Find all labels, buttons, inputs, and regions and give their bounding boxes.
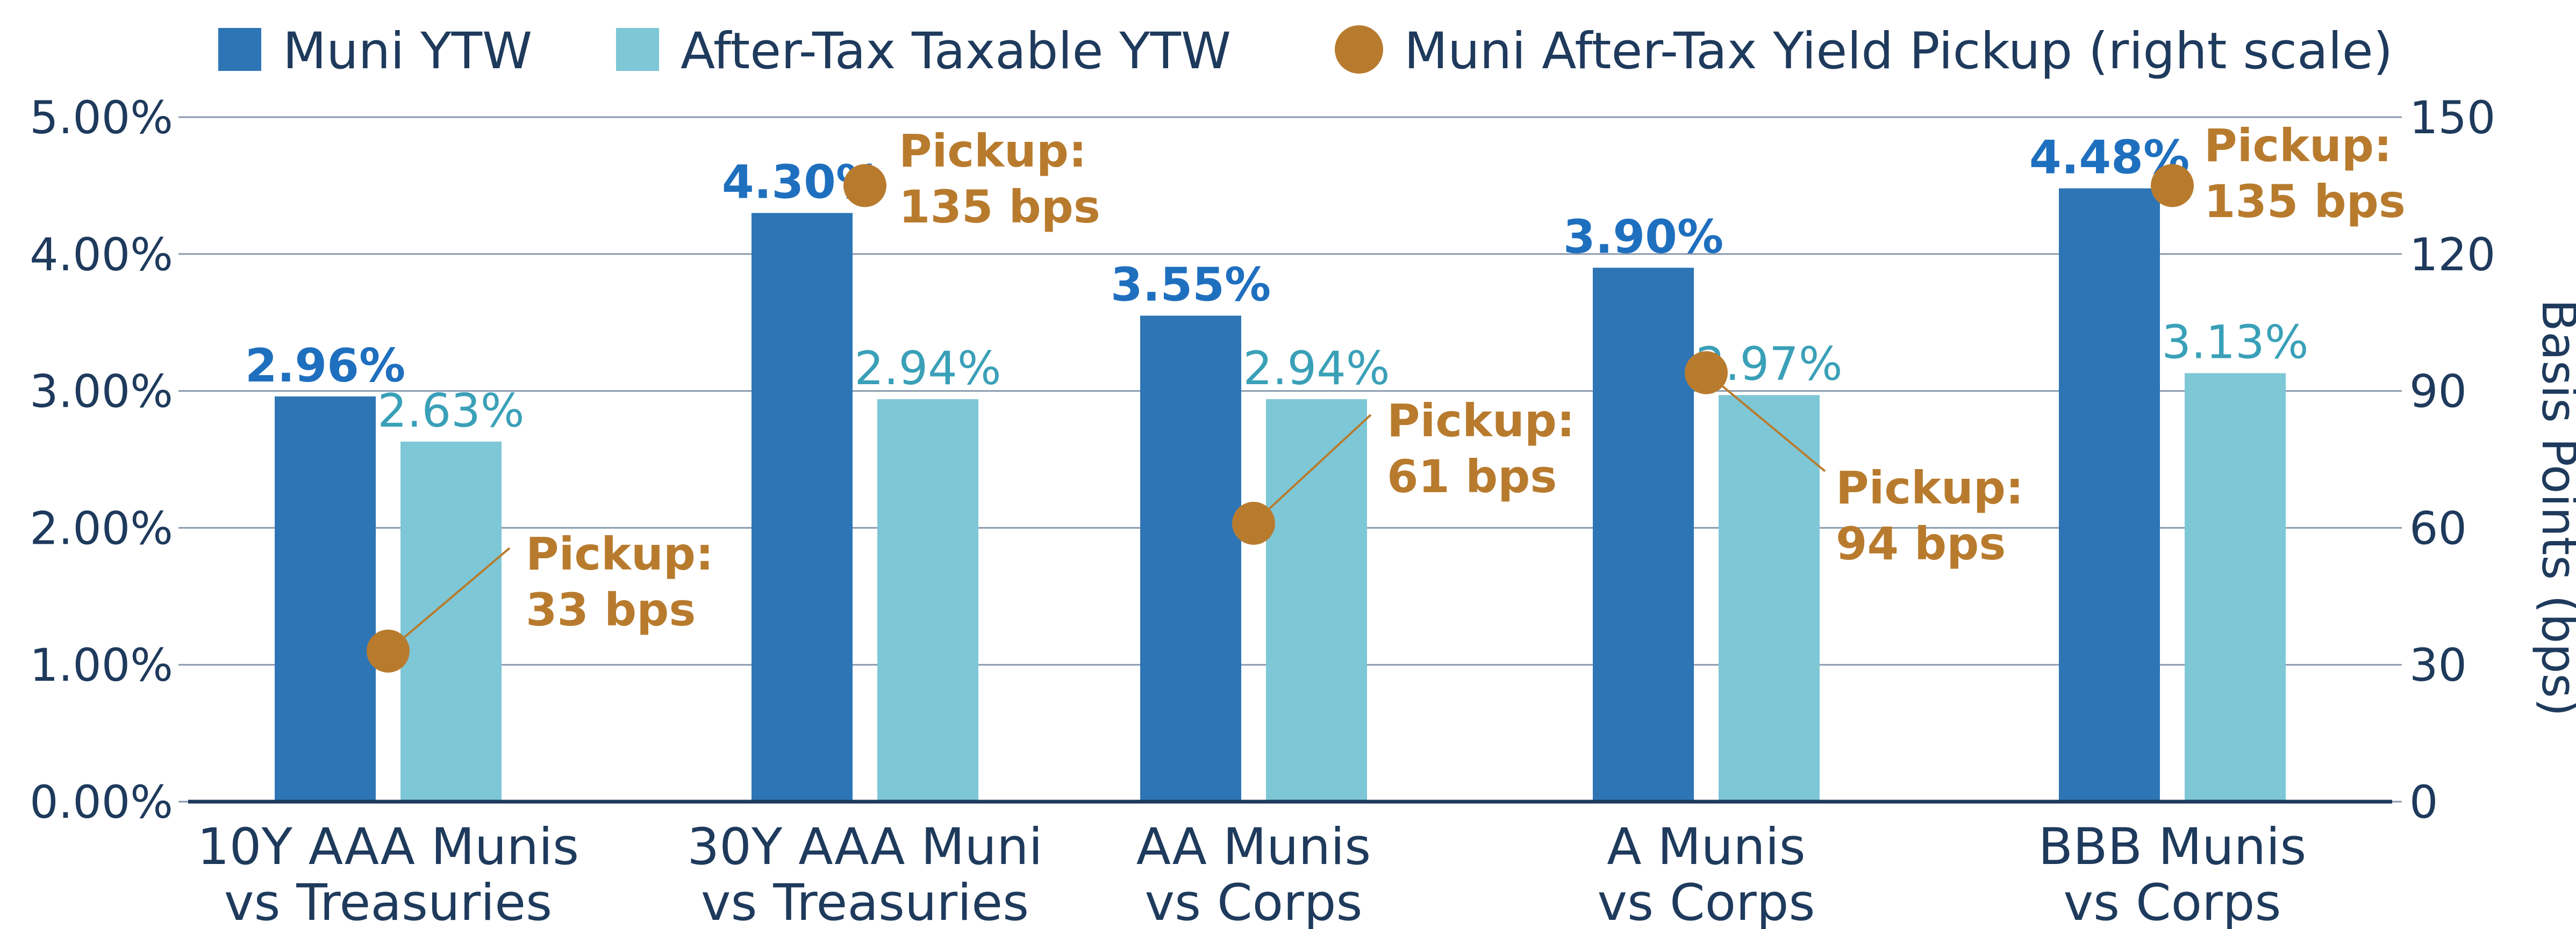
right-tick-label: 90 — [2409, 365, 2467, 418]
right-tick-label: 120 — [2409, 228, 2495, 281]
legend-label-taxable: After-Tax Taxable YTW — [681, 22, 1231, 81]
pickup-label-title: Pickup: — [899, 125, 1087, 177]
bar-muni-ytw — [275, 396, 376, 802]
pickup-marker — [1685, 351, 1728, 394]
legend-swatch-taxable — [616, 28, 659, 71]
gridlines — [188, 116, 2392, 666]
category-label-line1: 10Y AAA Munis — [197, 818, 579, 876]
category-label-line1: AA Munis — [1136, 818, 1371, 876]
data-label-muni: 3.90% — [1563, 210, 1723, 264]
legend-marker-pickup — [1335, 25, 1383, 74]
pickup-label-value: 61 bps — [1387, 450, 1557, 503]
bars — [275, 188, 2286, 802]
right-tick-label: 0 — [2409, 776, 2438, 829]
data-label-taxable: 2.63% — [377, 384, 524, 438]
pickup-label-title: Pickup: — [526, 528, 714, 580]
category-label-line1: A Munis — [1607, 818, 1806, 876]
pickup-leader-line — [1253, 414, 1372, 524]
bar-after-tax-taxable-ytw — [1719, 395, 1820, 802]
legend-label-muni: Muni YTW — [283, 22, 532, 81]
category-label-line1: BBB Munis — [2038, 818, 2307, 876]
pickup-label-value: 33 bps — [526, 584, 696, 636]
category-label-line2: vs Treasuries — [224, 874, 552, 929]
bar-after-tax-taxable-ytw — [2185, 373, 2286, 802]
data-label-taxable: 2.94% — [1243, 342, 1390, 395]
pickup-leader-line — [387, 547, 511, 652]
data-labels: 2.96%2.63%4.30%2.94%3.55%2.94%3.90%2.97%… — [245, 131, 2309, 437]
legend-label-pickup: Muni After-Tax Yield Pickup (right scale… — [1404, 22, 2393, 81]
axes: 0.00% 1.00% 2.00% 3.00% 4.00% 5.00% 0 30 60 90 120… — [30, 91, 2495, 929]
right-axis-title: Basis Points (bps) — [2531, 299, 2576, 717]
bar-muni-ytw — [1140, 315, 1241, 802]
right-tick-label: 60 — [2409, 502, 2467, 554]
category-label-line2: vs Corps — [2064, 874, 2281, 929]
pickup-marker — [843, 164, 886, 207]
left-tick-label: 1.00% — [30, 639, 173, 692]
pickup-leader-line — [1705, 372, 1826, 472]
bar-muni-ytw — [752, 213, 853, 802]
bar-muni-ytw — [1593, 268, 1694, 802]
legend: Muni YTW After-Tax Taxable YTW Muni Afte… — [218, 22, 2393, 81]
data-label-taxable: 3.13% — [2162, 315, 2308, 369]
left-tick-label: 0.00% — [30, 776, 173, 829]
pickup-label-title: Pickup: — [2204, 119, 2392, 172]
data-label-muni: 3.55% — [1111, 258, 1271, 312]
pickup-label-value: 94 bps — [1836, 517, 2006, 570]
data-label-muni: 2.96% — [245, 339, 405, 393]
left-tick-label: 4.00% — [30, 228, 173, 281]
pickup-label-value: 135 bps — [899, 181, 1100, 233]
data-label-taxable: 2.94% — [854, 342, 1001, 395]
pickup-label-value: 135 bps — [2204, 175, 2406, 228]
pickup-label-title: Pickup: — [1387, 394, 1575, 447]
pickup-marker — [1232, 501, 1275, 545]
category-label-line1: 30Y AAA Muni — [687, 818, 1042, 876]
left-tick-label: 2.00% — [30, 502, 173, 554]
right-tick-label: 150 — [2409, 91, 2495, 144]
right-tick-label: 30 — [2409, 639, 2467, 692]
pickup-marker — [367, 629, 410, 673]
bar-after-tax-taxable-ytw — [400, 441, 502, 802]
bar-after-tax-taxable-ytw — [1266, 399, 1367, 802]
category-label-line2: vs Corps — [1598, 874, 1815, 929]
bar-after-tax-taxable-ytw — [877, 399, 978, 802]
left-tick-label: 5.00% — [30, 91, 173, 144]
category-label-line2: vs Treasuries — [701, 874, 1029, 929]
legend-swatch-muni — [218, 28, 261, 71]
pickup-marker — [2151, 164, 2194, 207]
pickup-label-title: Pickup: — [1836, 462, 2024, 514]
bar-muni-ytw — [2059, 188, 2160, 802]
left-tick-label: 3.00% — [30, 365, 173, 418]
category-label-line2: vs Corps — [1145, 874, 1363, 929]
